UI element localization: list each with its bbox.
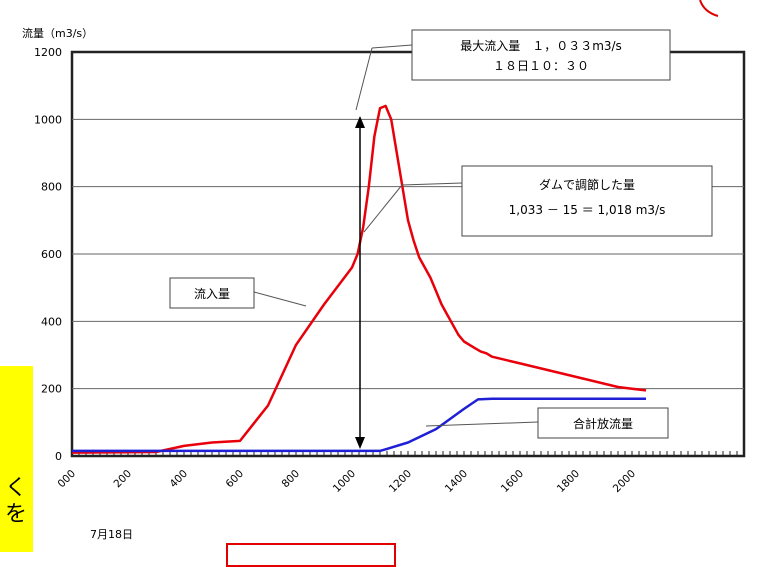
- x-tick-label-2000: 2000: [611, 468, 638, 495]
- yellow-side-note: く を: [0, 366, 33, 552]
- series-lines: [71, 104, 647, 454]
- y-tick-label-1200: 1200: [34, 46, 62, 59]
- annotation-peak-line1: 最大流入量 １，０３３m3/s: [460, 39, 622, 53]
- y-tick-label-800: 800: [41, 181, 62, 194]
- x-tick-label-600: 600: [223, 468, 246, 491]
- x-tick-label-400: 400: [167, 468, 190, 491]
- y-tick-label-1000: 1000: [34, 113, 62, 126]
- x-tick-labels: 000 200 400 600 800 1000 1200 1400 1600 1800 2000: [55, 468, 638, 495]
- series-line-outflow: [72, 397, 646, 453]
- annotation-regulated: ダムで調節した量 1,033 － 15 ＝ 1,018 m3/s: [461, 165, 713, 237]
- red-outline-box: [226, 543, 396, 567]
- x-tick-label-200: 200: [111, 468, 134, 491]
- leader-peak-a: [371, 44, 413, 49]
- arrow-head-bottom: [355, 437, 365, 449]
- annotation-outflow: 合計放流量: [537, 407, 669, 439]
- leader-regulated-a: [401, 182, 463, 186]
- annotation-peak-line2: １８日１０：３０: [493, 59, 589, 73]
- y-tick-label-400: 400: [41, 315, 62, 328]
- x-tick-label-000: 000: [55, 468, 78, 491]
- annotation-regulated-line1: ダムで調節した量: [539, 177, 635, 192]
- x-tick-label-1400: 1400: [443, 468, 470, 495]
- x-tick-label-1800: 1800: [555, 468, 582, 495]
- annotation-regulated-line2: 1,033 － 15 ＝ 1,018 m3/s: [509, 203, 666, 217]
- x-tick-label-1200: 1200: [387, 468, 414, 495]
- y-tick-label-200: 200: [41, 383, 62, 396]
- leader-outflow: [425, 421, 539, 427]
- gridlines: [72, 118, 744, 390]
- x-tick-label-1000: 1000: [331, 468, 358, 495]
- annotation-inflow: 流入量: [169, 277, 255, 309]
- arrow-head-top: [355, 116, 365, 128]
- leader-inflow: [253, 291, 307, 307]
- red-curve-fragment: [699, 0, 719, 17]
- x-tick-label-800: 800: [279, 468, 302, 491]
- side-note-glyph-2: を: [5, 502, 28, 527]
- leader-regulated-b: [363, 184, 403, 233]
- annotation-outflow-label: 合計放流量: [573, 416, 633, 431]
- y-tick-labels: 0 200 400 600 800 1000 1200: [34, 46, 62, 463]
- y-tick-label-600: 600: [41, 248, 62, 261]
- chart: 流量（m3/s） 7月18日 0 200 400 600 800 1000 1200 000…: [22, 0, 746, 541]
- y-axis-label: 流量（m3/s）: [22, 26, 93, 40]
- leader-peak-b: [355, 47, 373, 111]
- annotation-peak: 最大流入量 １，０３３m3/s １８日１０：３０: [411, 29, 671, 81]
- y-tick-label-0: 0: [55, 450, 62, 463]
- annotation-inflow-label: 流入量: [194, 287, 230, 301]
- x-tick-label-1600: 1600: [499, 468, 526, 495]
- series-line-inflow: [71, 104, 647, 454]
- side-note-glyph-1: く: [5, 476, 28, 501]
- date-label: 7月18日: [90, 528, 133, 541]
